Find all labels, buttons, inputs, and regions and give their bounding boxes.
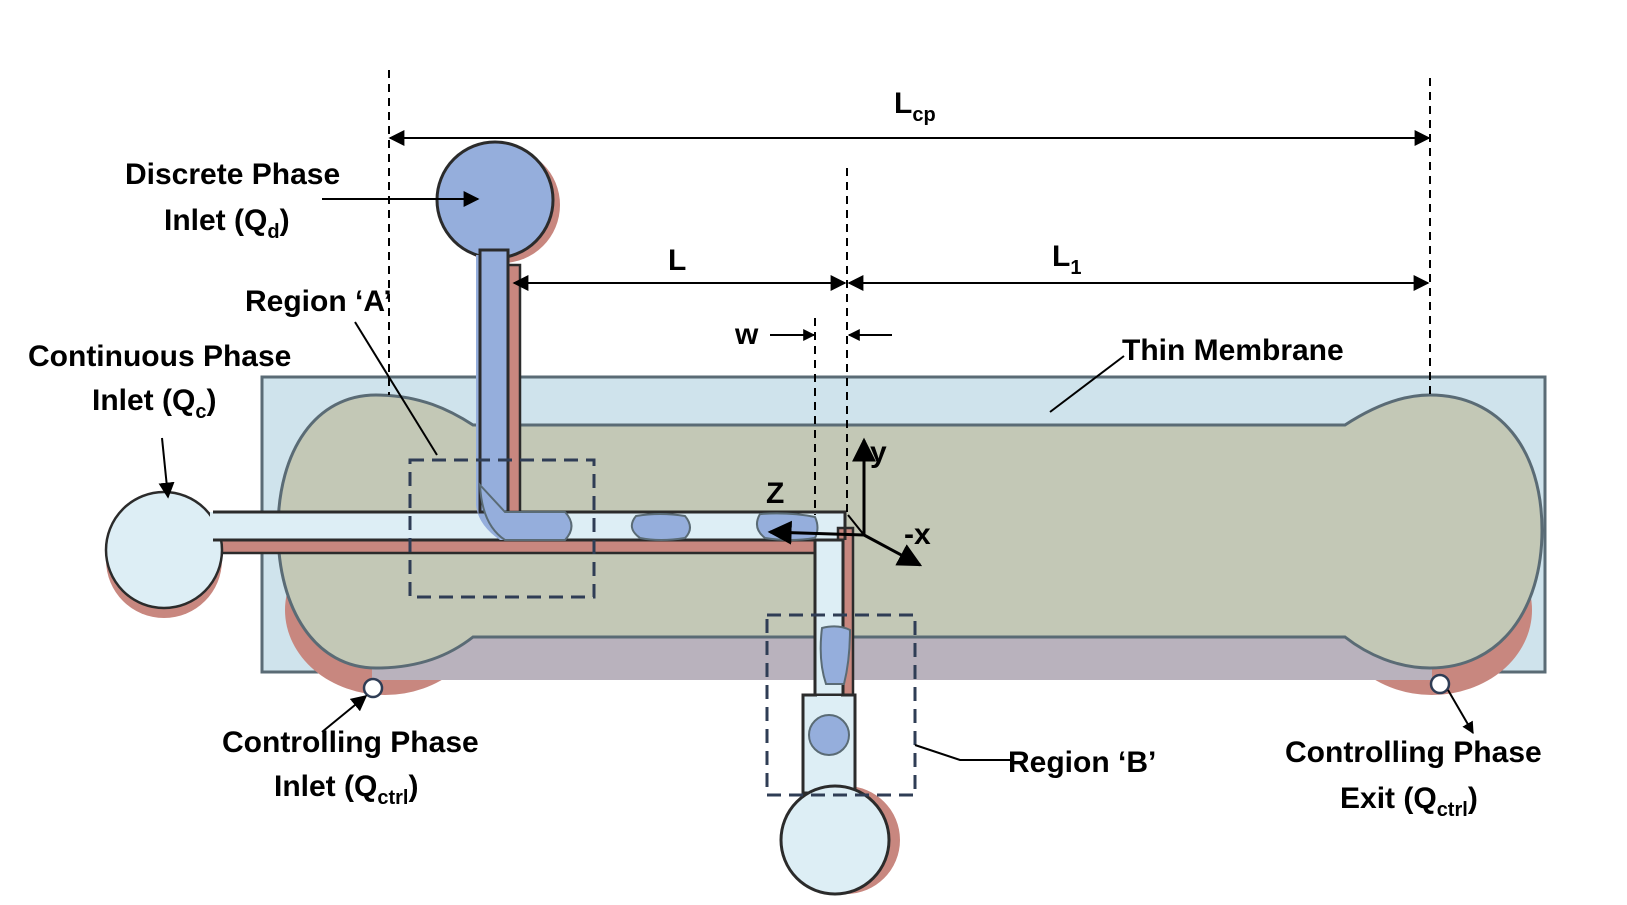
svg-text:Controlling Phase: Controlling Phase xyxy=(222,726,479,759)
svg-text:Inlet (Qc): Inlet (Qc) xyxy=(92,384,216,423)
droplet-4 xyxy=(808,714,850,756)
controlling-exit-port xyxy=(1429,673,1451,695)
z-axis-label: Z xyxy=(766,477,784,510)
discrete-channel xyxy=(435,140,573,541)
controlling-inlet-port xyxy=(362,677,384,699)
svg-text:Exit (Qctrl): Exit (Qctrl) xyxy=(1340,782,1478,821)
droplet-2 xyxy=(755,512,819,541)
region-b-label: Region ‘B’ xyxy=(1008,746,1156,779)
z-axis-arrow xyxy=(767,520,865,545)
region-b-box xyxy=(765,613,917,797)
y-axis-label: y xyxy=(870,436,887,469)
thin-membrane-label: Thin Membrane xyxy=(1122,334,1344,367)
controlling-inlet-label: Controlling Phase Inlet (Qctrl) xyxy=(222,726,479,809)
region-a-box xyxy=(408,458,596,599)
region-a-label: Region ‘A’ xyxy=(245,285,392,318)
svg-text:Inlet (Qd): Inlet (Qd) xyxy=(164,204,290,243)
l-label: L xyxy=(668,244,686,277)
discrete-inlet-label: Discrete Phase Inlet (Qd) xyxy=(125,158,340,243)
pointer-lines xyxy=(158,191,1474,761)
droplet-3 xyxy=(819,625,852,685)
coordinate-axes xyxy=(767,437,923,567)
svg-text:Continuous Phase: Continuous Phase xyxy=(28,340,291,373)
svg-text:Discrete Phase: Discrete Phase xyxy=(125,158,340,191)
minus-x-axis-label: -x xyxy=(904,518,931,551)
continuous-inlet-label: Continuous Phase Inlet (Qc) xyxy=(28,340,291,423)
minus-x-axis-arrow xyxy=(863,533,923,567)
dimension-guides xyxy=(388,70,1431,515)
droplet-1 xyxy=(630,513,691,541)
continuous-channel xyxy=(104,490,845,618)
w-label: w xyxy=(734,318,759,351)
svg-text:Inlet (Qctrl): Inlet (Qctrl) xyxy=(274,770,418,809)
controlling-exit-label: Controlling Phase Exit (Qctrl) xyxy=(1285,736,1542,821)
lcp-label: Lcp xyxy=(894,87,936,126)
l1-label: L1 xyxy=(1052,240,1081,279)
svg-text:Controlling Phase: Controlling Phase xyxy=(1285,736,1542,769)
